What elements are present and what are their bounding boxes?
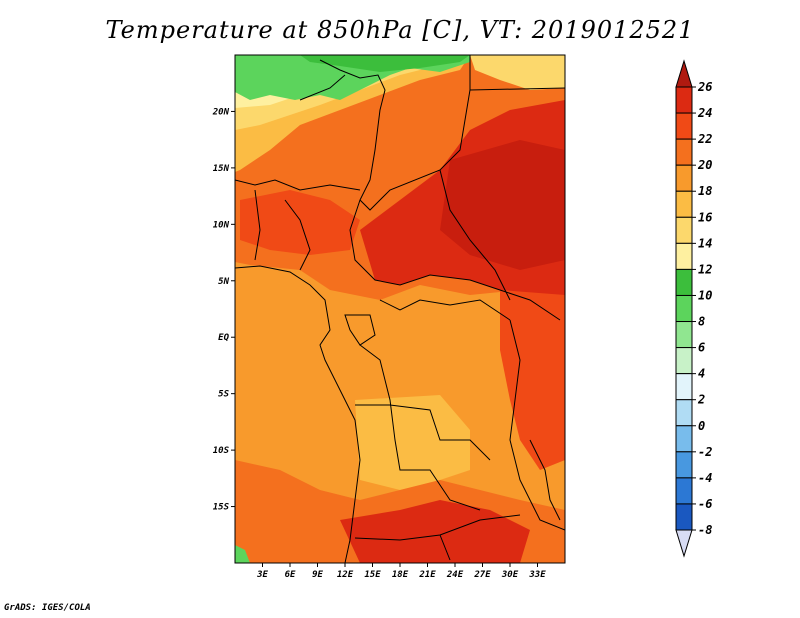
colorbar-swatch — [675, 503, 693, 531]
lon-tick-label: 21E — [418, 570, 436, 580]
colorbar-swatch — [675, 347, 693, 375]
colorbar-swatch — [675, 477, 693, 505]
colorbar-bottom-arrow — [675, 529, 693, 558]
lon-tick-label: 33E — [528, 570, 546, 580]
colorbar-swatch — [675, 268, 693, 296]
colorbar-label: 22 — [697, 132, 712, 146]
colorbar-label: 8 — [698, 315, 705, 329]
colorbar-label: 16 — [698, 210, 712, 224]
colorbar-label: 2 — [697, 393, 705, 407]
colorbar-label: -4 — [698, 471, 712, 485]
lon-tick-label: 30E — [501, 570, 519, 580]
lon-tick-label: 24E — [446, 570, 464, 580]
lat-tick-label: 20N — [212, 107, 230, 117]
chart-title: Temperature at 850hPa [C], VT: 201901252… — [105, 16, 695, 44]
lat-tick-label: EQ — [218, 333, 229, 343]
colorbar-label: 12 — [698, 262, 712, 276]
colorbar-label: 18 — [698, 184, 712, 198]
colorbar-swatch — [675, 294, 693, 323]
credit-text: GrADS: IGES/COLA — [4, 603, 91, 613]
lon-tick-label: 3E — [256, 570, 268, 580]
lat-tick-label: 5S — [218, 390, 229, 400]
colorbar-swatch — [675, 112, 693, 140]
colorbar-swatch — [675, 321, 693, 349]
lon-tick-label: 9E — [312, 570, 323, 580]
colorbar-swatch — [675, 216, 693, 244]
colorbar-swatch — [675, 86, 693, 114]
colorbar-label: 26 — [697, 80, 712, 94]
lat-tick-label: 10N — [213, 220, 230, 230]
lon-tick-label: 18E — [392, 570, 409, 580]
colorbar-label: 10 — [698, 288, 712, 302]
colorbar-label: -6 — [698, 497, 712, 511]
colorbar-swatch — [675, 451, 693, 479]
colorbar-swatch — [675, 242, 693, 270]
longitude-axis: 3E 6E 9E 12E 15E 18E 21E 24E 27E 30E 33E — [256, 563, 546, 580]
colorbar-label: 14 — [698, 236, 712, 250]
colorbar-label: 4 — [698, 367, 705, 381]
lon-tick-label: 12E — [337, 570, 354, 580]
lat-tick-label: 15N — [213, 164, 230, 174]
colorbar-swatch — [675, 164, 693, 192]
colorbar-label: 24 — [697, 106, 712, 120]
colorbar-label: 0 — [698, 419, 705, 433]
latitude-axis: 20N 15N 10N 5N EQ 5S 10S 15S — [212, 107, 235, 513]
lon-tick-label: 27E — [473, 570, 491, 580]
colorbar-swatch — [675, 373, 693, 401]
colorbar-swatch — [675, 190, 693, 218]
colorbar-label: 20 — [697, 158, 712, 172]
boundary-lines — [235, 55, 565, 563]
colorbar-swatch — [675, 399, 693, 427]
colorbar-swatch — [675, 138, 693, 166]
temperature-field — [235, 55, 565, 563]
colorbar-swatch — [675, 425, 693, 453]
colorbar-top-arrow — [675, 59, 693, 88]
lat-tick-label: 5N — [218, 277, 229, 287]
lat-tick-label: 15S — [213, 503, 230, 513]
lon-tick-label: 15E — [364, 570, 381, 580]
lat-tick-label: 10S — [213, 446, 230, 456]
lon-tick-label: 6E — [285, 570, 296, 580]
colorbar-label: 6 — [698, 341, 705, 355]
colorbar-label: -8 — [698, 523, 712, 537]
colorbar-label: -2 — [698, 445, 712, 459]
